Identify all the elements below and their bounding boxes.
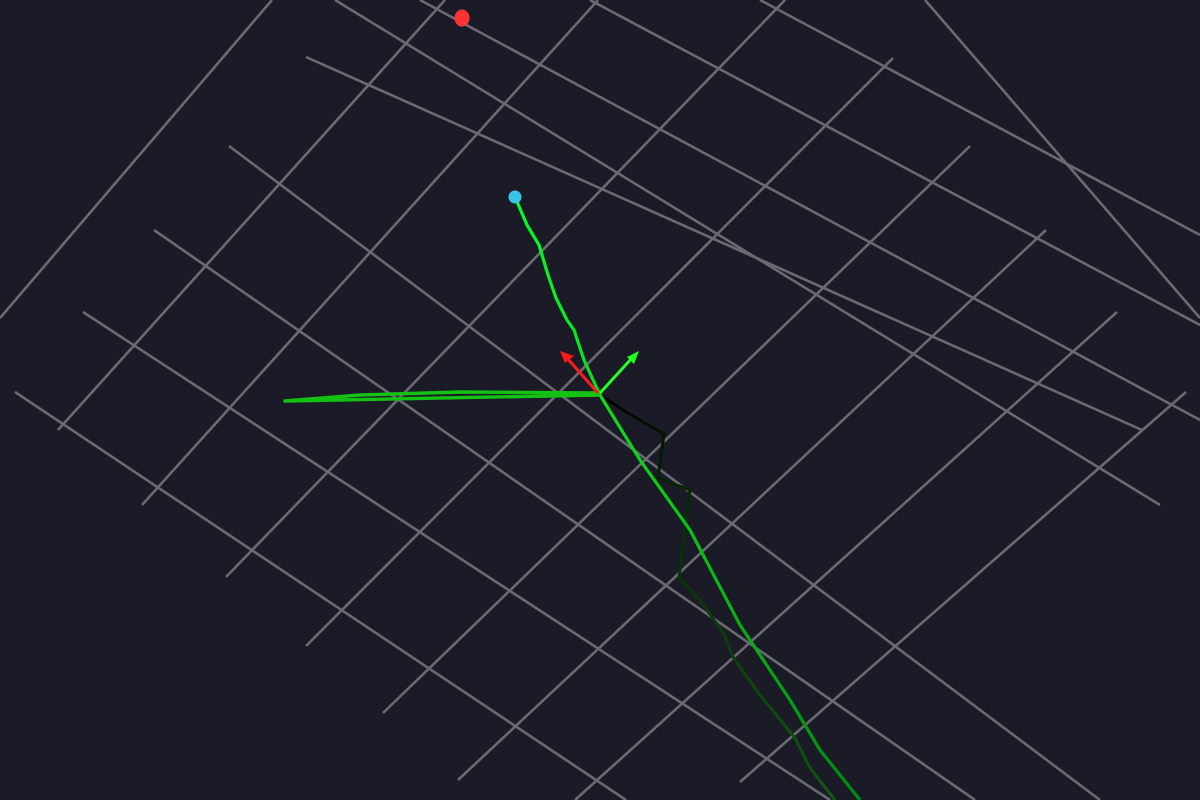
grid-line xyxy=(739,391,1187,783)
trajectory-secondary xyxy=(599,393,837,800)
grid-line xyxy=(457,229,1047,781)
grid-line xyxy=(305,57,894,647)
grid-line xyxy=(153,228,976,800)
grid-line xyxy=(759,0,1200,237)
x-axis-line xyxy=(565,357,600,394)
trajectory-primary xyxy=(513,196,862,800)
start-marker[interactable] xyxy=(508,190,522,204)
grid-line xyxy=(305,55,1143,432)
grid-line xyxy=(419,0,1200,422)
x-axis-arrow-icon xyxy=(560,351,574,363)
y-axis-arrow-icon xyxy=(627,351,639,364)
grid-line xyxy=(0,0,273,319)
grid-line xyxy=(589,0,1200,327)
grid-line xyxy=(141,0,599,506)
target-marker[interactable] xyxy=(454,9,470,27)
grid-line xyxy=(382,145,971,714)
grid-line xyxy=(334,0,1161,507)
grid-line xyxy=(924,0,1200,319)
y-axis-line xyxy=(598,356,634,395)
grid-line xyxy=(574,311,1118,800)
trajectory-tail xyxy=(283,390,601,403)
grid-line xyxy=(228,144,1101,800)
grid-line xyxy=(225,0,786,578)
grid-line xyxy=(14,390,627,800)
grid-line xyxy=(82,310,831,800)
axis-gizmo xyxy=(560,351,639,395)
grid-line xyxy=(57,0,446,431)
